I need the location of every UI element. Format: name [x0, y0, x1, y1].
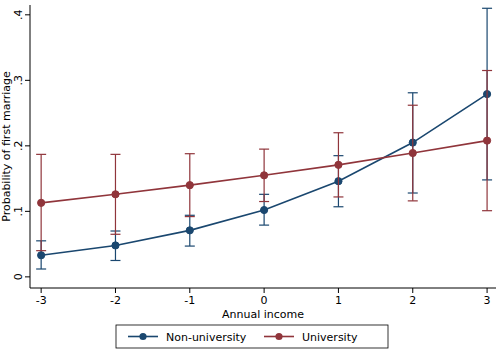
error-bar: [110, 231, 120, 260]
x-axis: [30, 288, 496, 289]
error-cap: [185, 153, 195, 154]
error-cap: [185, 245, 195, 246]
x-tick: [115, 288, 116, 293]
x-tick-label: -1: [184, 294, 195, 307]
series: [36, 71, 492, 251]
legend-label: University: [302, 331, 358, 344]
error-bar: [185, 154, 195, 217]
point: [112, 242, 119, 249]
error-cap: [482, 8, 492, 9]
x-tick-label: -2: [110, 294, 121, 307]
x-axis-title: Annual income: [222, 308, 304, 321]
background: [0, 0, 500, 354]
legend-marker: [139, 333, 146, 340]
chart-root: 0 .1 .2 .3 .4 -3 -2 -1 0 1 2 3 Annual income Probabil…: [0, 0, 500, 354]
series: [36, 8, 492, 269]
error-cap: [408, 92, 418, 93]
plot-area: [36, 8, 492, 269]
error-cap: [408, 200, 418, 201]
y-tick: [25, 276, 30, 277]
error-cap: [36, 154, 46, 155]
y-tick: [25, 211, 30, 212]
y-tick: [25, 80, 30, 81]
point: [335, 161, 342, 168]
error-cap: [482, 70, 492, 71]
x-tick: [41, 288, 42, 293]
error-cap: [110, 260, 120, 261]
x-tick-label: -3: [36, 294, 47, 307]
error-cap: [482, 210, 492, 211]
x-tick-label: 3: [484, 294, 491, 307]
x-tick: [338, 288, 339, 293]
point: [112, 191, 119, 198]
error-bar: [110, 154, 120, 234]
y-tick-label: .4: [12, 10, 25, 21]
x-tick-label: 0: [261, 294, 268, 307]
legend-box: [116, 325, 388, 348]
legend: Non-university University: [116, 325, 388, 348]
point: [261, 206, 268, 213]
x-tick: [412, 288, 413, 293]
error-cap: [408, 105, 418, 106]
point: [409, 149, 416, 156]
error-cap: [259, 201, 269, 202]
point: [186, 182, 193, 189]
y-tick-label: .2: [12, 141, 25, 152]
error-cap: [36, 268, 46, 269]
error-cap: [259, 225, 269, 226]
point: [38, 199, 45, 206]
point: [38, 252, 45, 259]
x-tick: [264, 288, 265, 293]
y-tick: [25, 14, 30, 15]
y-axis: [30, 5, 31, 288]
legend-label: Non-university: [166, 331, 247, 344]
error-bar: [185, 215, 195, 246]
x-tick-label: 2: [409, 294, 416, 307]
error-bar: [259, 149, 269, 201]
error-cap: [110, 154, 120, 155]
point: [186, 227, 193, 234]
error-cap: [333, 206, 343, 207]
error-cap: [36, 250, 46, 251]
error-bar: [333, 133, 343, 197]
x-tick-label: 1: [335, 294, 342, 307]
legend-marker: [275, 333, 282, 340]
series-line: [41, 141, 487, 203]
y-tick-label: 0: [12, 273, 25, 280]
error-bar: [408, 105, 418, 201]
error-cap: [333, 132, 343, 133]
y-axis-title: Probability of first marriage: [0, 71, 13, 222]
x-tick: [487, 288, 488, 293]
y-tick: [25, 145, 30, 146]
error-cap: [259, 149, 269, 150]
point: [261, 172, 268, 179]
error-bar: [482, 71, 492, 211]
series-line: [41, 94, 487, 255]
chart: 0 .1 .2 .3 .4 -3 -2 -1 0 1 2 3 Annual income Probabil…: [0, 0, 500, 354]
error-bar: [36, 154, 46, 250]
error-cap: [333, 196, 343, 197]
error-cap: [185, 216, 195, 217]
y-tick-label: .3: [12, 75, 25, 86]
point: [483, 137, 490, 144]
y-tick-label: .1: [12, 206, 25, 217]
error-cap: [110, 234, 120, 235]
x-tick: [189, 288, 190, 293]
